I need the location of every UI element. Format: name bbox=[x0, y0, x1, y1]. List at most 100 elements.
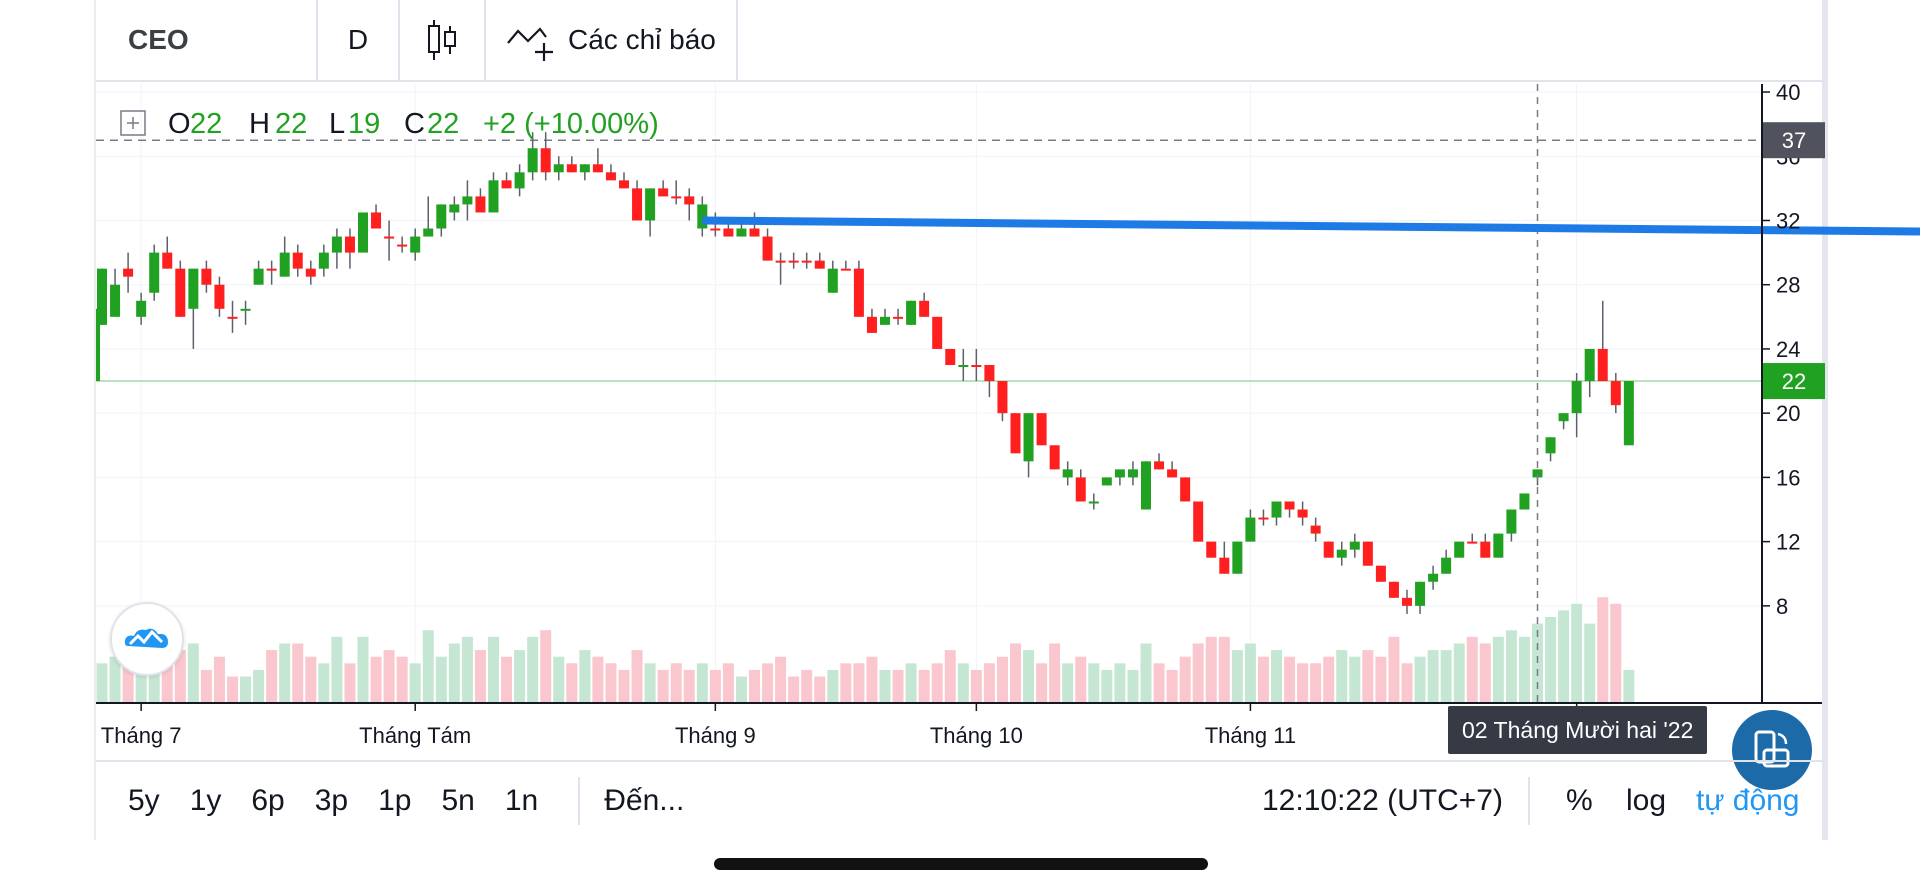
candle-body bbox=[1141, 461, 1151, 510]
candle-body bbox=[749, 228, 760, 237]
volume-bar bbox=[1231, 650, 1243, 703]
clock-timezone-button[interactable]: 12:10:22 (UTC+7) bbox=[1262, 784, 1503, 817]
candle-body bbox=[1049, 445, 1060, 470]
range-button-3p[interactable]: 3p bbox=[314, 784, 349, 817]
y-tick-label: 8 bbox=[1776, 594, 1788, 619]
volume-bar bbox=[801, 669, 813, 703]
volume-bar bbox=[957, 663, 969, 703]
volume-bar bbox=[1023, 650, 1035, 703]
volume-bar bbox=[775, 656, 787, 703]
volume-bar bbox=[1257, 656, 1269, 703]
candle-body bbox=[1375, 565, 1386, 582]
volume-bar bbox=[161, 663, 173, 703]
volume-bar bbox=[722, 663, 734, 703]
candle-body bbox=[801, 260, 812, 263]
high-price-label-bg bbox=[1763, 122, 1825, 159]
volume-bar bbox=[1036, 663, 1048, 703]
candle-body bbox=[1036, 413, 1047, 446]
candle-body bbox=[436, 204, 447, 229]
volume-bar bbox=[1597, 597, 1609, 703]
candle-body bbox=[1310, 525, 1321, 534]
candle-body bbox=[658, 188, 669, 197]
volume-bar bbox=[918, 669, 930, 703]
y-tick-label: 24 bbox=[1776, 337, 1800, 362]
volume-bar bbox=[344, 663, 356, 703]
candle-body bbox=[1245, 517, 1256, 542]
candle-body bbox=[175, 268, 186, 317]
range-button-1y[interactable]: 1y bbox=[189, 784, 222, 817]
x-tick-label: Tháng 10 bbox=[930, 723, 1023, 748]
volume-bar bbox=[657, 669, 669, 703]
range-button-1n[interactable]: 1n bbox=[504, 784, 539, 817]
volume-bar bbox=[135, 663, 147, 703]
candle-body bbox=[1467, 541, 1478, 544]
x-tick-label: Tháng 7 bbox=[101, 723, 182, 748]
candle-body bbox=[1362, 541, 1373, 566]
volume-bar bbox=[1414, 656, 1426, 703]
volume-bar bbox=[1218, 636, 1230, 703]
volume-bar bbox=[331, 636, 343, 703]
candle-body bbox=[1519, 493, 1530, 510]
volume-bar bbox=[696, 663, 708, 703]
range-button-5n[interactable]: 5n bbox=[441, 784, 475, 817]
volume-bar bbox=[970, 669, 982, 703]
candle-body bbox=[697, 204, 708, 229]
volume-bar bbox=[1545, 617, 1557, 703]
range-button-5y[interactable]: 5y bbox=[128, 784, 160, 817]
volume-bar bbox=[292, 643, 304, 703]
volume-bar bbox=[318, 663, 330, 703]
volume-bar bbox=[370, 656, 382, 703]
candle-body bbox=[1610, 381, 1621, 406]
volume-bar bbox=[983, 663, 995, 703]
candle-body bbox=[684, 196, 695, 205]
log-scale-toggle[interactable]: log bbox=[1626, 784, 1667, 817]
percent-scale-toggle[interactable]: % bbox=[1566, 784, 1593, 817]
range-button-6p[interactable]: 6p bbox=[251, 784, 285, 817]
volume-bar bbox=[1388, 636, 1400, 703]
rotate-screen-button[interactable] bbox=[1732, 710, 1812, 790]
auto-scale-toggle[interactable]: tự động bbox=[1696, 784, 1800, 817]
volume-bar bbox=[1401, 663, 1413, 703]
candle-body bbox=[449, 204, 460, 213]
candle-body bbox=[149, 252, 160, 293]
tradingview-logo-button[interactable] bbox=[110, 602, 184, 676]
legend-high-value: 22 bbox=[275, 108, 307, 140]
volume-bar bbox=[174, 650, 186, 703]
candle-body bbox=[893, 316, 904, 319]
candle-body bbox=[1284, 501, 1295, 510]
candle-body bbox=[1454, 541, 1465, 558]
candle-body bbox=[188, 268, 199, 309]
volume-bar bbox=[527, 636, 539, 703]
range-selector: 5y 1y 6p 3p 1p 5n 1n bbox=[96, 784, 568, 818]
candle-body bbox=[475, 196, 486, 213]
volume-bar bbox=[501, 656, 513, 703]
volume-bar bbox=[1362, 650, 1374, 703]
bottom-toolbar: 5y 1y 6p 3p 1p 5n 1n Đến... 12:10:22 (UTC+7) %… bbox=[96, 760, 1822, 840]
candle-body bbox=[410, 236, 421, 253]
volume-bar bbox=[644, 663, 656, 703]
chart-style-button[interactable] bbox=[400, 0, 486, 81]
interval-button[interactable]: D bbox=[318, 0, 400, 81]
volume-bar bbox=[488, 636, 499, 703]
symbol-search-button[interactable]: CEO bbox=[96, 0, 318, 81]
y-tick-label: 40 bbox=[1776, 80, 1800, 105]
volume-bar bbox=[762, 663, 774, 703]
volume-bar bbox=[96, 663, 108, 703]
candle-body bbox=[344, 236, 355, 253]
candle-body bbox=[371, 212, 382, 229]
candle-body bbox=[1506, 509, 1517, 534]
candle-body bbox=[488, 180, 499, 213]
range-button-1p[interactable]: 1p bbox=[378, 784, 412, 817]
candle-body bbox=[1415, 581, 1426, 606]
candle-body bbox=[710, 228, 721, 231]
volume-bar bbox=[827, 669, 839, 703]
goto-date-button[interactable]: Đến... bbox=[604, 784, 685, 817]
candle-body bbox=[1258, 517, 1269, 520]
indicators-button[interactable]: Các chỉ báo bbox=[486, 0, 738, 81]
volume-bar bbox=[1179, 656, 1191, 703]
candle-body bbox=[1597, 348, 1608, 382]
volume-bar bbox=[1427, 650, 1439, 703]
candle-body bbox=[331, 236, 342, 253]
volume-bar bbox=[109, 656, 121, 703]
